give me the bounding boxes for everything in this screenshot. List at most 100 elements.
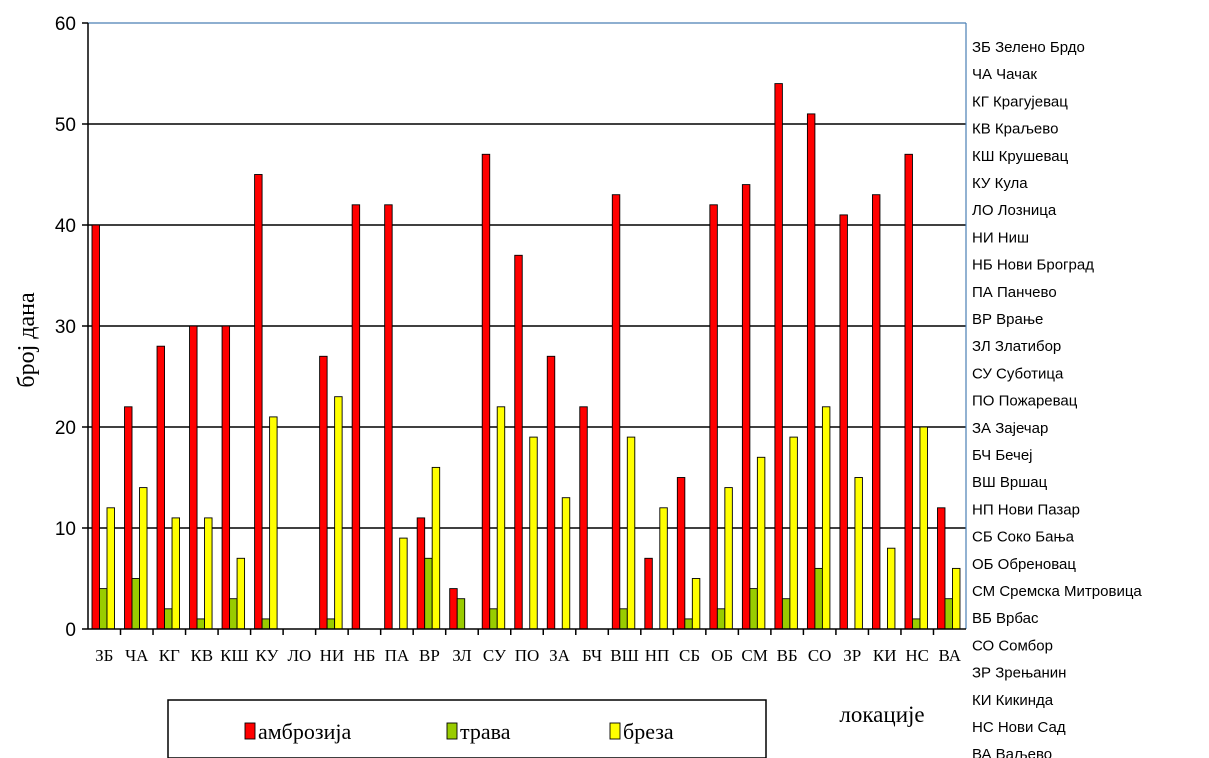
bar-ЗР-амброзија [839,214,848,630]
location-key: ВА Ваљево [972,746,1052,758]
location-key: КУ Кула [972,175,1028,192]
bar-КУ-трава [261,618,271,630]
bar-НБ-амброзија [351,204,361,630]
bar-СМ-бреза [756,456,766,630]
bar-ПА-амброзија [384,204,393,630]
bar-КУ-амброзија [254,174,263,630]
bar-КВ-бреза [204,517,213,630]
x-tick-label: ЗЛ [452,646,472,665]
y-tick-label: 0 [65,620,76,641]
bar-НИ-амброзија [319,355,328,630]
y-tick-label: 10 [55,519,76,540]
bar-ВР-амброзија [416,517,426,630]
x-tick-label: ЛО [287,646,311,665]
location-key: НС Нови Сад [972,719,1066,736]
bar-НИ-бреза [334,396,343,630]
x-tick-label: НС [905,646,929,665]
bar-СБ-амброзија [676,477,686,630]
x-tick-label: СМ [741,646,767,665]
location-key: ОБ Обреновац [972,556,1076,573]
location-key: ВР Врање [972,311,1043,328]
x-tick-label: ЗБ [95,646,113,665]
bar-КИ-амброзија [871,194,881,630]
legend: амброзија трава бреза [167,699,767,758]
bar-ОБ-трава [716,608,726,630]
bar-КВ-амброзија [189,325,198,630]
x-tick-label: ЗА [549,646,571,665]
bar-ВБ-бреза [789,436,798,630]
bar-ЗЛ-трава [456,598,466,630]
bar-НИ-трава [326,618,336,630]
location-key-list: ЗБ Зелено Брдо ЧА Чачак КГ Крагујевац КВ Кр… [972,39,1142,758]
location-key: ЗР Зрењанин [972,665,1066,682]
location-key: СО Сомбор [972,637,1053,654]
bar-СМ-амброзија [741,184,751,630]
bar-ЗБ-бреза [106,507,115,630]
x-tick-label: ЧА [125,646,149,665]
location-key: СБ Соко Бања [972,529,1075,546]
bar-КИ-бреза [886,547,896,630]
bar-ОБ-бреза [724,487,733,630]
bar-ВШ-трава [619,608,628,630]
bar-ЗБ-амброзија [91,224,100,630]
y-tick-label: 50 [55,115,76,136]
legend-label: трава [460,719,511,744]
x-tick-label: СО [808,646,832,665]
bar-ВБ-амброзија [774,83,783,630]
x-axis-label: локације [839,702,924,727]
x-tick-label: НП [645,646,670,665]
location-key: ЗА Зајечар [972,420,1048,437]
x-tick-label: ПО [515,646,540,665]
x-tick-label: НБ [353,646,375,665]
y-tick-label: 40 [55,216,76,237]
bar-ОБ-амброзија [709,204,718,630]
x-tick-label: БЧ [582,646,602,665]
bar-ВА-бреза [952,567,961,630]
bar-НП-амброзија [644,557,653,630]
location-key: НИ Ниш [972,229,1029,246]
x-tick-label: СУ [483,646,507,665]
bar-ЧА-амброзија [124,406,133,630]
location-key: ПА Панчево [972,284,1057,301]
bar-ВШ-амброзија [611,194,621,630]
bar-ВА-трава [944,598,953,630]
y-tick-label: 20 [55,418,76,439]
bar-КВ-трава [196,618,206,630]
bar-БЧ-амброзија [579,406,588,630]
x-tick-label: ПА [385,646,410,665]
location-key: ЛО Лозница [972,202,1057,219]
bar-ЗБ-трава [99,588,108,630]
x-tick-label: ВБ [777,646,798,665]
location-key: ВБ Врбас [972,610,1039,627]
location-key: СМ Сремска Митровица [972,583,1142,600]
bar-КГ-амброзија [156,345,165,630]
x-tick-label: КВ [190,646,213,665]
bar-КШ-бреза [236,557,246,630]
x-tick-label: КГ [159,646,180,665]
bar-СО-трава [814,567,823,630]
bar-ПО-бреза [529,436,538,630]
bar-КГ-бреза [171,517,180,630]
bar-ЗА-бреза [561,497,571,630]
bar-ВР-трава [424,557,433,630]
bar-КШ-трава [229,598,238,630]
x-tick-label: КШ [220,646,249,665]
x-tick-label: КИ [873,646,897,665]
location-key: ЗЛ Златибор [972,338,1061,355]
bar-НС-бреза [919,426,928,630]
bar-ЧА-бреза [139,487,148,630]
y-tick-labels: 0 10 20 30 40 50 60 [55,14,76,641]
bar-НС-амброзија [904,153,913,630]
x-tick-label: ВА [938,646,961,665]
bar-КШ-амброзија [221,325,231,630]
y-axis-label: број дана [14,292,40,388]
legend-label: амброзија [258,719,351,744]
bar-КГ-трава [164,608,173,630]
bar-СМ-трава [749,588,758,630]
bar-ЗЛ-амброзија [449,588,458,630]
bar-ЧА-трава [131,578,140,630]
x-tick-label: СБ [679,646,700,665]
legend-swatch [609,722,621,740]
location-key: КГ Крагујевац [972,93,1068,110]
bar-НП-бреза [659,507,668,630]
